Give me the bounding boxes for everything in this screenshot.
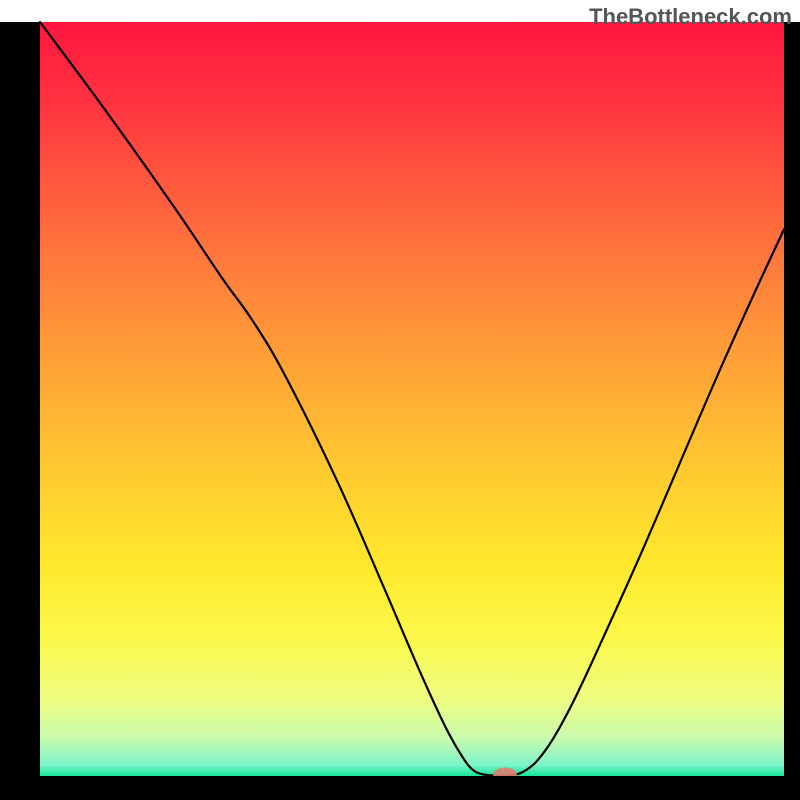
chart-svg bbox=[0, 0, 800, 800]
chart-container: TheBottleneck.com bbox=[0, 0, 800, 800]
frame-right bbox=[784, 22, 800, 800]
frame-left bbox=[0, 22, 40, 800]
frame-bottom bbox=[0, 776, 800, 800]
watermark-label: TheBottleneck.com bbox=[589, 4, 792, 30]
gradient-background bbox=[40, 22, 784, 776]
